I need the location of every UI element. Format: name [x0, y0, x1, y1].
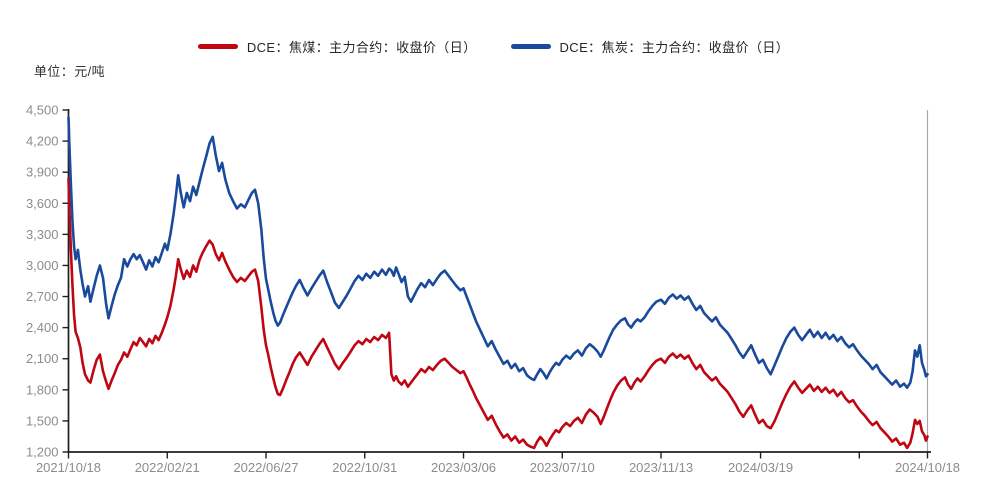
x-axis-tick-label: 2024/10/18 [895, 460, 960, 475]
legend-item-coke: DCE：焦炭：主力合约：收盘价（日） [510, 37, 790, 56]
x-axis-tick-label: 2024/03/19 [728, 460, 793, 475]
y-axis-tick-label: 2,100 [26, 351, 59, 366]
x-axis-tick-label: 2023/11/13 [629, 460, 693, 475]
legend-label-coke: DCE：焦炭：主力合约：收盘价（日） [559, 40, 790, 55]
y-axis-tick-label: 4,200 [26, 134, 59, 149]
coke-line-swatch [510, 44, 551, 49]
coke-price-line [67, 116, 929, 390]
coking-coal-line-swatch [197, 44, 238, 49]
coking-coal-price-line [67, 177, 929, 450]
y-axis-tick-label: 1,200 [26, 445, 59, 460]
y-axis-tick-label: 2,700 [26, 289, 59, 304]
y-axis-tick-label: 1,500 [26, 413, 59, 428]
legend-label-coking-coal: DCE：焦煤：主力合约：收盘价（日） [246, 40, 477, 55]
y-axis-tick-label: 1,800 [26, 382, 59, 397]
x-axis-tick-label: 2023/03/06 [431, 460, 496, 475]
legend-item-coking-coal: DCE：焦煤：主力合约：收盘价（日） [197, 37, 477, 56]
y-axis-tick-label: 3,900 [26, 165, 59, 180]
y-axis-unit-label: 单位：元/吨 [34, 64, 106, 79]
y-axis-tick-label: 3,000 [26, 258, 59, 273]
y-axis-tick-label: 4,500 [26, 103, 59, 118]
y-axis-tick-label: 2,400 [26, 320, 59, 335]
x-axis-tick-label: 2023/07/10 [530, 460, 595, 475]
x-axis-tick-label: 2022/06/27 [233, 460, 298, 475]
legend: DCE：焦煤：主力合约：收盘价（日） DCE：焦炭：主力合约：收盘价（日） [0, 37, 987, 56]
x-axis-tick-label: 2022/10/31 [332, 460, 397, 475]
y-axis-tick-label: 3,600 [26, 196, 59, 211]
y-axis-tick-label: 3,300 [26, 227, 59, 242]
x-axis-tick-label: 2021/10/18 [36, 460, 101, 475]
x-axis-tick-label: 2022/02/21 [135, 460, 200, 475]
